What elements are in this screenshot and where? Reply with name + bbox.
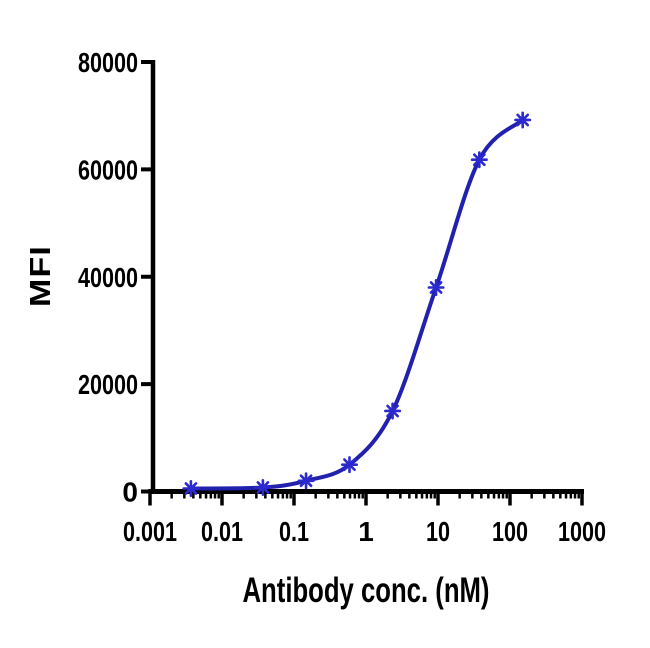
y-tick-label: 0	[122, 477, 138, 508]
data-point-marker	[182, 479, 200, 497]
marker-spoke	[184, 482, 198, 495]
data-point-marker	[254, 478, 272, 496]
x-tick-label: 10	[426, 516, 450, 547]
marker-spoke	[299, 474, 313, 488]
fit-curve	[188, 118, 525, 491]
axis-ticks	[141, 60, 584, 506]
marker-spoke	[386, 404, 399, 418]
y-tick-label: 80000	[78, 47, 138, 78]
x-tick-label: 0.01	[201, 516, 243, 547]
y-tick-label: 60000	[78, 154, 138, 185]
data-point-marker	[384, 402, 402, 420]
marker-spoke	[343, 458, 356, 472]
x-tick-label: 1	[358, 516, 374, 547]
data-point-marker	[470, 151, 488, 169]
marker-spoke	[472, 153, 486, 167]
x-axis-title: Antibody conc. (nM)	[243, 571, 490, 610]
y-tick-label: 20000	[78, 369, 138, 400]
x-tick-label: 1000	[558, 516, 606, 547]
x-tick-label: 0.1	[279, 516, 309, 547]
plot-series	[182, 111, 532, 497]
tick-labels: 0 20000 40000 60000 80000 0.001 0.01 0.1 1 10 100 1…	[78, 47, 606, 547]
data-point-marker	[297, 472, 315, 490]
data-point-marker	[514, 111, 532, 129]
marker-spoke	[256, 481, 270, 494]
marker-spoke	[516, 113, 530, 127]
y-tick-label: 40000	[78, 262, 138, 293]
data-point-marker	[341, 456, 359, 474]
x-tick-label: 100	[492, 516, 528, 547]
marker-spoke	[429, 281, 443, 294]
y-axis-title: MFI	[25, 245, 57, 307]
x-tick-label: 0.001	[123, 516, 177, 547]
data-point-marker	[427, 278, 445, 296]
